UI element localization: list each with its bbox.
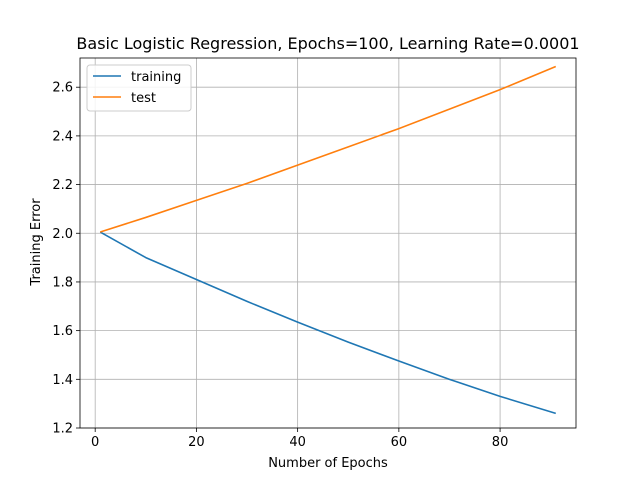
x-tick-label: 80 [492, 435, 509, 450]
x-tick-label: 0 [91, 435, 99, 450]
y-tick-label: 2.4 [52, 129, 73, 144]
legend-label-training: training [131, 70, 181, 85]
series-layer [99, 65, 557, 415]
y-tick-label: 1.2 [52, 422, 73, 437]
y-tick-label: 1.4 [52, 373, 73, 388]
y-axis-label: Training Error [29, 198, 44, 287]
y-tick-label: 1.6 [52, 324, 73, 339]
y-tick-label: 2.0 [52, 227, 73, 242]
x-tick-label: 60 [391, 435, 408, 450]
x-axis-ticks: 0 20 40 60 80 [91, 428, 508, 450]
x-axis-label: Number of Epochs [268, 456, 388, 471]
y-tick-label: 2.6 [52, 81, 73, 96]
y-tick-label: 2.2 [52, 178, 73, 193]
legend: training test [86, 64, 192, 112]
plot-frame [79, 57, 577, 429]
x-tick-label: 20 [188, 435, 205, 450]
y-tick-label: 1.8 [52, 275, 73, 290]
series-line-training [99, 231, 556, 415]
chart-title: Basic Logistic Regression, Epochs=100, L… [76, 34, 579, 53]
legend-label-test: test [131, 91, 156, 106]
y-axis-ticks: 1.2 1.4 1.6 1.8 2.0 2.2 2.4 2.6 [52, 81, 80, 437]
grid-lines [80, 58, 576, 429]
x-tick-label: 40 [289, 435, 306, 450]
series-line-test [99, 65, 557, 233]
